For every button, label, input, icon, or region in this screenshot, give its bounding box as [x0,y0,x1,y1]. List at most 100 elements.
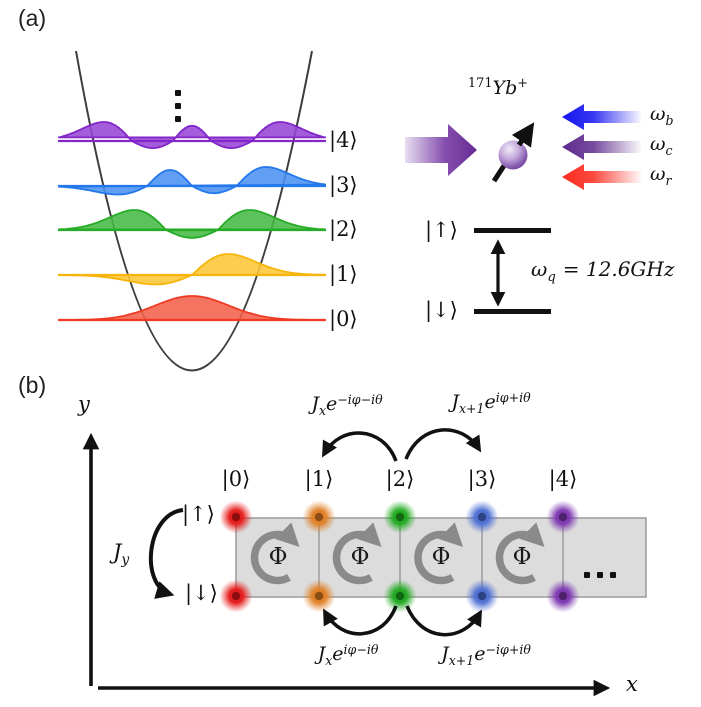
laser-arrow-r [562,164,641,190]
omega-sub: q [547,270,556,285]
laser-label-red: ωr [650,163,672,188]
e-symbol: e [474,643,486,665]
flux-symbol-0: Φ [268,544,288,570]
site-dot-core-4-up [558,512,568,522]
e-symbol: e [484,391,496,413]
site-dot-core-3-up [477,512,487,522]
x-axis-label: x [626,672,638,696]
site-ket-0: |0⟩ [221,467,251,491]
jy-sub: y [121,552,130,569]
jy-label: Jy [113,540,129,569]
phase-exponent: −iφ+iθ [485,642,531,657]
site-ket-4: |4⟩ [548,467,578,491]
coupling-arc-top-right [404,428,482,460]
coupling-formula-bottom-left: Jxeiφ−iθ [287,642,409,668]
flux-ring-1 [332,522,382,585]
ion-element: Yb [492,77,518,99]
coupling-arc-bottom-right [405,605,482,637]
qubit-frequency-label: ωq = 12.6GHz [524,257,675,286]
laser-arrow-c [562,134,641,160]
omega-sub: r [665,172,672,188]
ladder-down-ket: |↓⟩ [185,581,218,605]
phase-exponent: iφ−iθ [343,642,379,657]
qubit-up-ket: |↑⟩ [425,218,458,242]
e-symbol: e [326,393,338,415]
y-axis-label: y [78,392,90,416]
omega-symbol: ω [650,163,666,185]
site-dot-core-2-up [395,512,405,522]
phonon-ket-4: |4⟩ [329,128,358,152]
frequency-value: = 12.6GHz [562,257,675,281]
site-ket-3: |3⟩ [467,467,497,491]
omega-symbol: ω [650,133,666,155]
ion-species-label: 171Yb+ [444,76,552,100]
vertical-ellipsis-icon [175,103,181,109]
coupling-arc-bottom-left [323,605,398,636]
j-sub: x+1 [448,652,475,668]
flux-circulation-arrows [250,522,545,585]
laser-label-carrier: ωc [650,133,673,158]
site-dot-core-3-down [477,591,487,601]
ion-charge: + [517,76,529,91]
harmonic-potential-curve [75,50,313,372]
coupling-formula-top-left: Jxe−iφ−iθ [286,392,408,418]
flux-symbol-3: Φ [512,544,532,570]
laser-arrow-b [562,104,641,130]
flux-symbol-2: Φ [431,544,451,570]
j-sub: x+1 [458,400,485,416]
e-symbol: e [332,643,344,665]
ion-spin-arrow-head [511,122,535,148]
wavefunction-n2 [57,209,327,239]
wavefunction-n4 [57,121,327,149]
phase-exponent: iφ+iθ [495,390,531,405]
omega-sub: c [665,142,673,158]
flux-symbol-1: Φ [350,544,370,570]
ellipsis-icon [597,572,603,578]
j-sub: x [318,402,327,418]
ellipsis-icon [610,572,616,578]
wavefunction-n3 [57,166,327,196]
sideband-laser-arrows [562,104,641,190]
flux-ring-2 [414,522,464,585]
j-symbol: J [317,643,326,665]
wavefunction-n0 [57,295,327,321]
phonon-ket-1: |1⟩ [329,262,358,286]
site-ket-1: |1⟩ [304,467,334,491]
ion-sphere [498,140,528,170]
site-dot-core-1-up [314,512,324,522]
wavefunction-n1 [57,253,327,286]
site-dot-core-0-down [231,591,241,601]
j-symbol: J [451,391,459,413]
phase-exponent: −iφ−iθ [337,392,383,407]
vertical-ellipsis-icon [175,116,181,122]
omega-symbol: ω [650,103,666,125]
omega-symbol: ω [531,257,548,281]
vertical-ellipsis-icon [175,90,181,96]
laser-label-blue: ωb [650,103,674,128]
phonon-ket-0: |0⟩ [329,307,358,331]
site-dot-core-2-down [395,591,405,601]
omega-sub: b [665,112,674,128]
jy-symbol: J [113,540,122,564]
jy-coupling-arc [148,508,184,599]
site-dot-core-0-up [231,512,241,522]
coupling-formula-top-right: Jx+1eiφ+iθ [427,390,555,416]
flux-ring-3 [495,522,545,585]
qubit-lower-level-bar [474,309,551,314]
ion-isotope: 171 [467,76,493,91]
qubit-down-ket: |↓⟩ [425,298,458,322]
lattice-site-dots [219,500,580,613]
site-dot-core-1-down [314,591,324,601]
j-symbol: J [441,643,449,665]
panel-a-label: (a) [18,5,47,31]
drive-laser-arrow [405,124,477,176]
j-symbol: J [311,393,319,415]
site-dot-core-4-down [558,591,568,601]
phonon-wavefunctions [57,121,327,322]
phonon-ket-2: |2⟩ [329,217,358,241]
j-sub: x [325,652,333,668]
site-ket-2: |2⟩ [385,467,415,491]
coupling-formula-bottom-right: Jx+1e−iφ+iθ [421,642,551,668]
